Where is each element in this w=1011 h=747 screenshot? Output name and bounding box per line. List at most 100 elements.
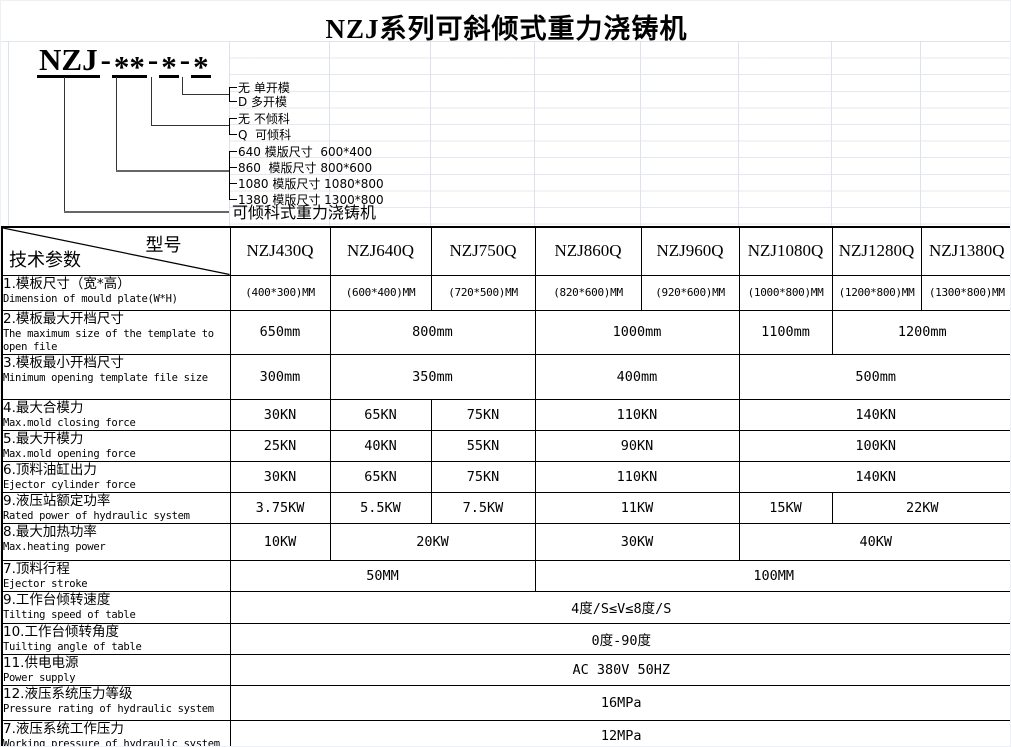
row-label-zh: 10.工作台倾转角度 bbox=[3, 623, 119, 640]
stem-line-series bbox=[64, 77, 65, 213]
grid-line bbox=[534, 41, 535, 226]
bracket-tick bbox=[229, 167, 237, 168]
spec-cell: 15KW bbox=[738, 491, 833, 524]
spec-cell: 500mm bbox=[738, 353, 1010, 400]
table-row: 12.液压系统压力等级 Pressure rating of hydraulic… bbox=[1, 684, 1010, 721]
spec-cell: 100MM bbox=[534, 559, 1010, 592]
spec-cell: 30KW bbox=[534, 522, 740, 561]
row-label-en: Max.mold closing force bbox=[3, 416, 136, 429]
spec-cell: 75KN bbox=[430, 460, 536, 493]
row-label: 8.最大加热功率 Max.heating power bbox=[1, 522, 231, 561]
row-label-zh: 7.顶料行程 bbox=[3, 560, 70, 577]
spec-cell: 65KN bbox=[329, 398, 432, 431]
machine-name-label: 可倾科式重力浇铸机 bbox=[232, 203, 377, 222]
spec-cell: 110KN bbox=[534, 460, 740, 493]
spec-cell: 11KW bbox=[534, 491, 740, 524]
model-header: NZJ860Q bbox=[534, 226, 642, 276]
row-label-zh: 9.液压站额定功率 bbox=[3, 492, 111, 509]
code-segment-tilt: * bbox=[159, 45, 179, 82]
table-row: 4.最大合模力 Max.mold closing force 30KN 65KN… bbox=[1, 398, 1010, 431]
spec-cell: 400mm bbox=[534, 353, 740, 400]
spec-cell: 1000mm bbox=[534, 309, 740, 355]
row-label-en: Tuilting angle of table bbox=[3, 640, 142, 653]
spec-cell: (400*300)MM bbox=[229, 274, 331, 311]
row-label-zh: 5.最大开模力 bbox=[3, 430, 84, 447]
bracket-tick bbox=[229, 87, 237, 88]
spec-cell: (1200*800)MM bbox=[831, 274, 922, 311]
stem-line-size bbox=[116, 77, 117, 171]
grid-line bbox=[8, 41, 9, 226]
grid-lines-horizontal bbox=[229, 41, 1010, 226]
spec-cell: 75KN bbox=[430, 398, 536, 431]
spec-cell: 650mm bbox=[229, 309, 331, 355]
spec-cell: 16MPa bbox=[229, 684, 1010, 721]
bracket-mold bbox=[229, 87, 230, 102]
connector-line-series bbox=[64, 211, 229, 213]
option-label-tilt: Q 可倾科 bbox=[238, 128, 292, 142]
row-label: 11.供电电源 Power supply bbox=[1, 653, 231, 686]
spec-cell: 40KW bbox=[738, 522, 1010, 561]
row-label-en: The maximum size of the template to open… bbox=[3, 327, 214, 353]
model-header: NZJ640Q bbox=[329, 226, 432, 276]
connector-line-tilt bbox=[151, 125, 229, 126]
table-row: 9.工作台倾转速度 Tilting speed of table 4度/S≤V≤… bbox=[1, 590, 1010, 624]
spec-cell: 4度/S≤V≤8度/S bbox=[229, 590, 1010, 624]
grid-line bbox=[738, 41, 739, 226]
option-label-size-640: 640 模版尺寸 600*400 bbox=[238, 145, 373, 159]
spec-cell: 800mm bbox=[329, 309, 536, 355]
row-label: 12.液压系统压力等级 Pressure rating of hydraulic… bbox=[1, 684, 231, 721]
page-title: NZJ系列可斜倾式重力浇铸机 bbox=[325, 14, 688, 44]
grid-line bbox=[640, 41, 641, 226]
grid-line bbox=[430, 41, 431, 226]
corner-param-label: 技术参数 bbox=[9, 249, 81, 271]
row-label: 4.最大合模力 Max.mold closing force bbox=[1, 398, 231, 431]
row-label-zh: 3.模板最小开档尺寸 bbox=[3, 354, 124, 371]
model-code: NZJ - ** - * - * bbox=[37, 42, 211, 82]
stem-line-tilt bbox=[151, 77, 152, 125]
code-dash: - bbox=[100, 42, 111, 77]
spec-cell: 0度-90度 bbox=[229, 622, 1010, 655]
row-label-en: Max.heating power bbox=[3, 540, 106, 553]
row-label-en: Power supply bbox=[3, 671, 76, 684]
row-label: 6.顶料油缸出力 Ejector cylinder force bbox=[1, 460, 231, 493]
row-label-zh: 11.供电电源 bbox=[3, 654, 79, 671]
table-row: 11.供电电源 Power supply AC 380V 50HZ bbox=[1, 653, 1010, 686]
row-label-en: Dimension of mould plate(W*H) bbox=[3, 292, 178, 305]
spec-cell: 30KN bbox=[229, 460, 331, 493]
row-label: 7.液压系统工作压力 Working pressure of hydraulic… bbox=[1, 719, 231, 746]
row-label: 1.模板尺寸（宽*高） Dimension of mould plate(W*H… bbox=[1, 274, 231, 311]
table-row: 3.模板最小开档尺寸 Minimum opening template file… bbox=[1, 353, 1010, 400]
spec-cell: 50MM bbox=[229, 559, 536, 592]
spec-cell: (1000*800)MM bbox=[738, 274, 833, 311]
table-header-row: 型号 技术参数 NZJ430Q NZJ640Q NZJ750Q NZJ860Q … bbox=[1, 226, 1010, 276]
row-label: 3.模板最小开档尺寸 Minimum opening template file… bbox=[1, 353, 231, 400]
bracket-size bbox=[229, 151, 230, 199]
row-label-en: Max.mold opening force bbox=[3, 447, 136, 460]
table-row: 1.模板尺寸（宽*高） Dimension of mould plate(W*H… bbox=[1, 274, 1010, 311]
option-label-size-860: 860 模版尺寸 800*600 bbox=[238, 161, 373, 175]
model-header: NZJ1380Q bbox=[920, 226, 1010, 276]
option-label-single-mold: 无 单开模 bbox=[238, 81, 290, 95]
bracket-tick bbox=[229, 183, 237, 184]
spec-cell: 1200mm bbox=[831, 309, 1010, 355]
connector-line-size bbox=[116, 170, 229, 172]
bracket-tick bbox=[229, 101, 237, 102]
row-label-en: Ejector cylinder force bbox=[3, 478, 136, 491]
bracket-tick bbox=[229, 199, 237, 200]
spec-cell: (1300*800)MM bbox=[920, 274, 1010, 311]
code-dash: - bbox=[147, 42, 159, 77]
spec-cell: (820*600)MM bbox=[534, 274, 642, 311]
row-label-zh: 8.最大加热功率 bbox=[3, 523, 97, 540]
row-label: 9.工作台倾转速度 Tilting speed of table bbox=[1, 590, 231, 624]
spec-cell: 350mm bbox=[329, 353, 536, 400]
row-label-en: Tilting speed of table bbox=[3, 608, 136, 621]
model-header: NZJ1280Q bbox=[831, 226, 922, 276]
spec-cell: 5.5KW bbox=[329, 491, 432, 524]
spec-cell: (920*600)MM bbox=[640, 274, 740, 311]
spec-cell: 55KN bbox=[430, 429, 536, 462]
spec-cell: 140KN bbox=[738, 398, 1010, 431]
table-row: 6.顶料油缸出力 Ejector cylinder force 30KN 65K… bbox=[1, 460, 1010, 493]
option-label-no-tilt: 无 不倾科 bbox=[238, 112, 290, 126]
row-label: 5.最大开模力 Max.mold opening force bbox=[1, 429, 231, 462]
spec-cell: 1100mm bbox=[738, 309, 833, 355]
